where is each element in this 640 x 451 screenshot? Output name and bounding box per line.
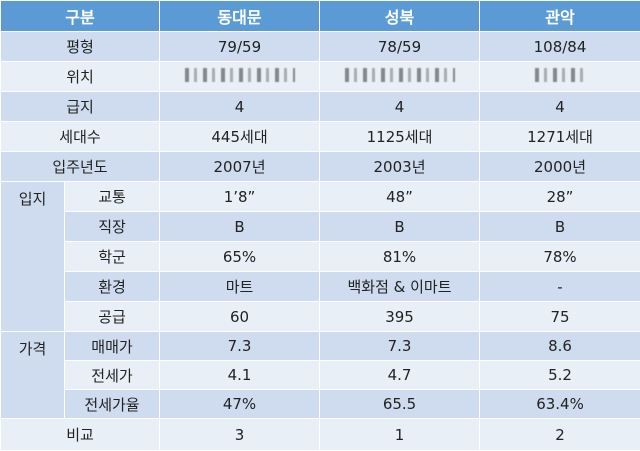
cell: 395 bbox=[320, 302, 480, 332]
cell: B bbox=[320, 212, 480, 242]
redaction-blur bbox=[345, 68, 455, 82]
cell: 108/84 bbox=[480, 32, 640, 62]
row-label: 환경 bbox=[65, 272, 160, 302]
row-label: 세대수 bbox=[1, 122, 160, 152]
header-gwanak: 관악 bbox=[480, 1, 640, 32]
table-row: 가격 매매가 7.3 7.3 8.6 bbox=[1, 332, 640, 361]
cell: 1 bbox=[320, 419, 480, 451]
cell: 7.3 bbox=[320, 332, 480, 361]
table-row: 비교 3 1 2 bbox=[1, 419, 640, 451]
cell: 65.5 bbox=[320, 390, 480, 419]
table-row: 급지 4 4 4 bbox=[1, 92, 640, 122]
redaction-blur bbox=[185, 68, 295, 82]
cell: 8.6 bbox=[480, 332, 640, 361]
table-row: 평형 79/59 78/59 108/84 bbox=[1, 32, 640, 62]
table-row: 공급 60 395 75 bbox=[1, 302, 640, 332]
cell: 78% bbox=[480, 242, 640, 272]
header-label: 구분 bbox=[1, 1, 160, 32]
header-dongdaemun: 동대문 bbox=[160, 1, 320, 32]
table-row: 직장 B B B bbox=[1, 212, 640, 242]
table-row: 환경 마트 백화점 & 이마트 - bbox=[1, 272, 640, 302]
cell: 2000년 bbox=[480, 152, 640, 182]
cell: 60 bbox=[160, 302, 320, 332]
cell: 4.7 bbox=[320, 361, 480, 390]
redacted-cell bbox=[480, 62, 640, 92]
cell: 2 bbox=[480, 419, 640, 451]
table-row: 위치 bbox=[1, 62, 640, 92]
row-label: 전세가율 bbox=[65, 390, 160, 419]
cell: - bbox=[480, 272, 640, 302]
row-label: 평형 bbox=[1, 32, 160, 62]
row-label: 교통 bbox=[65, 182, 160, 212]
cell: 1125세대 bbox=[320, 122, 480, 152]
cell: 1’8” bbox=[160, 182, 320, 212]
row-label: 직장 bbox=[65, 212, 160, 242]
row-label: 급지 bbox=[1, 92, 160, 122]
cell: 47% bbox=[160, 390, 320, 419]
cell: 65% bbox=[160, 242, 320, 272]
cell: B bbox=[160, 212, 320, 242]
cell: 79/59 bbox=[160, 32, 320, 62]
header-seongbuk: 성북 bbox=[320, 1, 480, 32]
table-row: 학군 65% 81% 78% bbox=[1, 242, 640, 272]
redacted-cell bbox=[320, 62, 480, 92]
row-label: 매매가 bbox=[65, 332, 160, 361]
cell: 마트 bbox=[160, 272, 320, 302]
table-row: 전세가율 47% 65.5 63.4% bbox=[1, 390, 640, 419]
header-row: 구분 동대문 성북 관악 bbox=[1, 1, 640, 32]
row-label: 학군 bbox=[65, 242, 160, 272]
row-label: 비교 bbox=[1, 419, 160, 451]
table-row: 세대수 445세대 1125세대 1271세대 bbox=[1, 122, 640, 152]
cell: 4.1 bbox=[160, 361, 320, 390]
cell: 28” bbox=[480, 182, 640, 212]
cell: 63.4% bbox=[480, 390, 640, 419]
cell: 3 bbox=[160, 419, 320, 451]
cell: 4 bbox=[160, 92, 320, 122]
cell: 7.3 bbox=[160, 332, 320, 361]
row-label: 공급 bbox=[65, 302, 160, 332]
group-label-price: 가격 bbox=[1, 332, 65, 419]
table-row: 입지 교통 1’8” 48” 28” bbox=[1, 182, 640, 212]
cell: 75 bbox=[480, 302, 640, 332]
cell: 1271세대 bbox=[480, 122, 640, 152]
cell: 4 bbox=[480, 92, 640, 122]
cell: 78/59 bbox=[320, 32, 480, 62]
cell: 81% bbox=[320, 242, 480, 272]
cell: 2007년 bbox=[160, 152, 320, 182]
row-label: 전세가 bbox=[65, 361, 160, 390]
row-label: 입주년도 bbox=[1, 152, 160, 182]
row-label: 위치 bbox=[1, 62, 160, 92]
cell: 4 bbox=[320, 92, 480, 122]
table-row: 입주년도 2007년 2003년 2000년 bbox=[1, 152, 640, 182]
redaction-blur bbox=[535, 68, 585, 82]
cell: 5.2 bbox=[480, 361, 640, 390]
table-row: 전세가 4.1 4.7 5.2 bbox=[1, 361, 640, 390]
cell: B bbox=[480, 212, 640, 242]
cell: 백화점 & 이마트 bbox=[320, 272, 480, 302]
cell: 2003년 bbox=[320, 152, 480, 182]
cell: 48” bbox=[320, 182, 480, 212]
cell: 445세대 bbox=[160, 122, 320, 152]
group-label-ipji: 입지 bbox=[1, 182, 65, 332]
redacted-cell bbox=[160, 62, 320, 92]
